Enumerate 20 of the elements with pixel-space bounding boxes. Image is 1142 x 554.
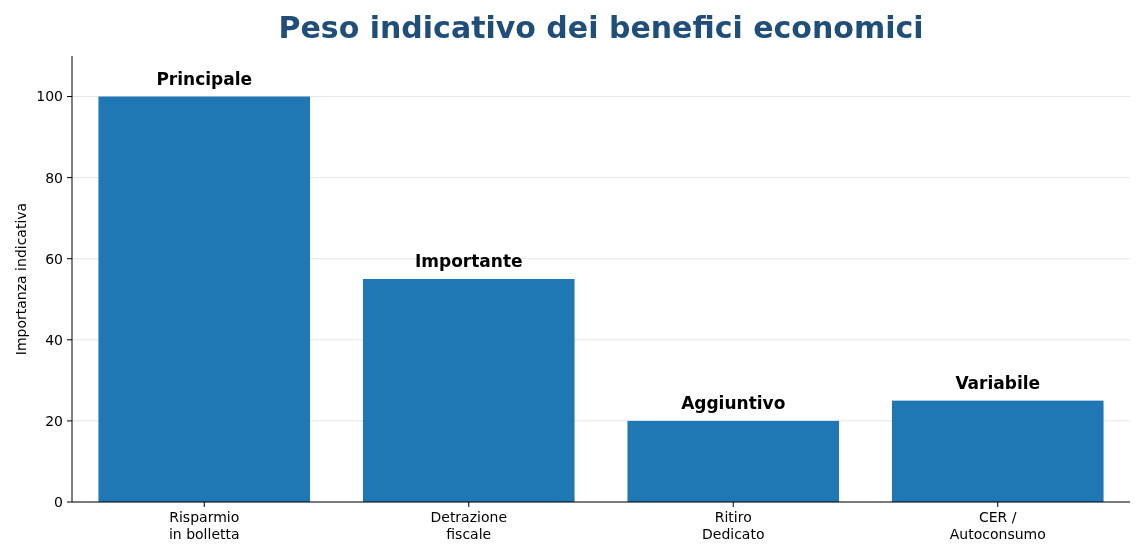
y-tick-label: 100 — [36, 88, 63, 105]
y-tick-label: 0 — [54, 493, 63, 510]
x-tick-label: Detrazione fiscale — [430, 509, 508, 542]
bar — [891, 400, 1104, 502]
data-label: Aggiuntivo — [681, 392, 786, 413]
bar — [627, 420, 840, 502]
chart-title: Peso indicativo dei benefici economici — [278, 10, 924, 45]
y-tick-label: 80 — [45, 169, 63, 186]
bar — [362, 279, 575, 502]
y-tick-label: 20 — [45, 412, 63, 429]
x-tick-label: Risparmio in bolletta — [168, 509, 240, 542]
data-label: Importante — [414, 251, 523, 271]
y-tick-label: 40 — [45, 331, 63, 348]
bar — [98, 96, 311, 502]
x-tick-label: Ritiro Dedicato — [701, 509, 765, 542]
data-label: Principale — [156, 68, 253, 89]
data-label: Variabile — [955, 372, 1041, 393]
y-axis-title: Importanza indicativa — [13, 202, 29, 356]
y-tick-label: 60 — [45, 250, 63, 267]
x-tick-label: CER / Autoconsumo — [949, 509, 1046, 542]
